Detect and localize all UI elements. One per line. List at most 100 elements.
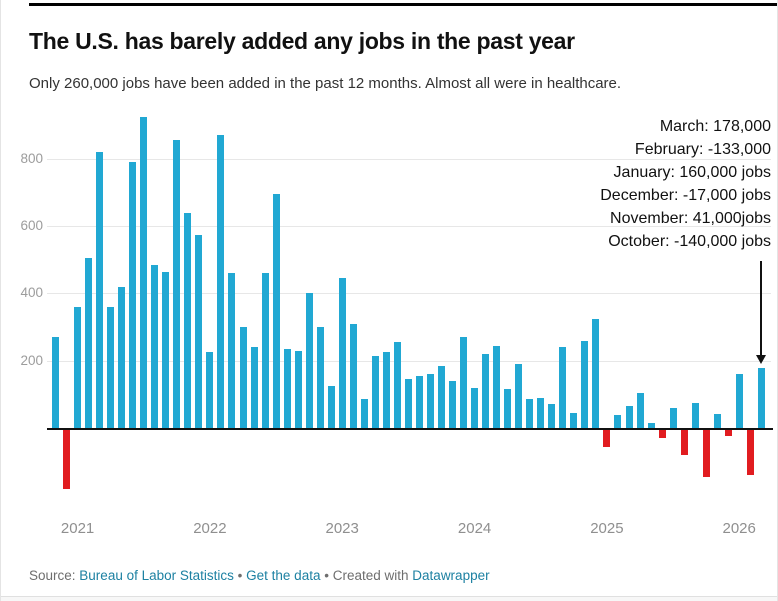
- bar-oct-2023: [438, 365, 445, 428]
- annotation-line-november: November: 41,000jobs: [610, 210, 771, 227]
- bar-jan-2021: [74, 306, 82, 428]
- bar-feb-2022: [217, 135, 225, 428]
- bar-aug-2022: [283, 348, 291, 428]
- bar-jul-2025: [669, 407, 677, 428]
- created-with-label: Created with: [332, 568, 409, 583]
- bar-feb-2023: [349, 323, 357, 428]
- bar-jun-2022: [261, 273, 269, 428]
- bar-oct-2021: [173, 140, 181, 428]
- bar-may-2023: [382, 352, 390, 428]
- bar-nov-2023: [449, 380, 456, 428]
- bar-nov-2022: [316, 327, 324, 429]
- bar-aug-2024: [548, 404, 556, 428]
- gridline-400: [47, 293, 771, 295]
- bar-jul-2023: [404, 379, 412, 428]
- bar-sep-2024: [559, 347, 567, 428]
- get-the-data-link[interactable]: Get the data: [246, 568, 321, 583]
- bar-dec-2024: [592, 318, 600, 428]
- bar-nov-2020: [52, 337, 59, 428]
- page-title: The U.S. has barely added any jobs in th…: [29, 28, 575, 55]
- x-axis-label-2026: 2026: [722, 520, 756, 537]
- annotation-line-october: October: -140,000 jobs: [608, 233, 771, 250]
- chart-annotation: March: 178,000 February: -133,000 Januar…: [600, 115, 771, 253]
- bar-feb-2024: [482, 354, 490, 428]
- bar-feb-2025: [614, 414, 622, 428]
- x-axis-label-2024: 2024: [457, 520, 492, 537]
- bar-may-2022: [250, 347, 258, 428]
- y-axis-label-800: 800: [20, 150, 43, 166]
- source-label: Source:: [29, 568, 76, 583]
- bar-nov-2025: [713, 414, 721, 428]
- bar-may-2024: [515, 364, 523, 428]
- bar-mar-2023: [360, 399, 368, 428]
- bar-jul-2021: [140, 116, 148, 428]
- x-axis-label-2023: 2023: [325, 520, 359, 537]
- y-axis-label-600: 600: [20, 218, 43, 234]
- annotation-line-february: February: -133,000: [634, 141, 771, 158]
- bar-sep-2023: [427, 374, 434, 428]
- bar-feb-2026: [746, 430, 754, 475]
- bar-apr-2024: [504, 389, 512, 428]
- arrow-down-icon: [760, 261, 762, 356]
- page-subtitle: Only 260,000 jobs have been added in the…: [29, 75, 622, 92]
- annotation-line-march: March: 178,000: [659, 118, 771, 135]
- bar-jun-2024: [526, 399, 534, 428]
- bar-dec-2020: [63, 430, 70, 489]
- gridline-600: [47, 226, 771, 228]
- x-axis-line: [47, 428, 773, 430]
- bar-feb-2021: [85, 258, 93, 428]
- bar-oct-2024: [570, 412, 578, 428]
- bar-aug-2021: [151, 264, 159, 428]
- datawrapper-link[interactable]: Datawrapper: [412, 568, 490, 583]
- bar-mar-2022: [228, 273, 236, 428]
- x-axis-label-2022: 2022: [193, 520, 227, 537]
- bar-nov-2024: [581, 340, 589, 428]
- bar-nov-2021: [184, 212, 192, 428]
- bar-jan-2026: [735, 374, 743, 428]
- bar-jan-2025: [603, 430, 611, 447]
- source-link[interactable]: Bureau of Labor Statistics: [79, 568, 234, 583]
- annotation-line-january: January: 160,000 jobs: [613, 164, 771, 181]
- gridline-800: [47, 158, 771, 160]
- bar-dec-2023: [460, 337, 467, 428]
- bar-mar-2025: [625, 406, 633, 428]
- y-axis-label-200: 200: [20, 352, 43, 368]
- gridline-200: [47, 360, 771, 362]
- bar-jul-2024: [537, 397, 545, 428]
- bar-sep-2025: [691, 402, 699, 428]
- bar-apr-2021: [107, 306, 115, 428]
- source-footer: Source: Bureau of Labor Statistics • Get…: [29, 568, 490, 583]
- bar-dec-2021: [195, 234, 203, 428]
- bar-oct-2025: [702, 430, 710, 478]
- bar-jun-2025: [658, 430, 666, 439]
- bar-jun-2021: [129, 162, 137, 428]
- bar-sep-2021: [162, 271, 170, 428]
- bar-jul-2022: [272, 194, 280, 428]
- bar-apr-2025: [636, 392, 644, 428]
- bar-jan-2022: [206, 352, 214, 428]
- bar-jan-2024: [471, 387, 479, 428]
- bar-aug-2023: [415, 375, 423, 428]
- bar-apr-2023: [371, 355, 379, 428]
- bar-dec-2025: [724, 430, 732, 436]
- bar-jan-2023: [338, 278, 346, 428]
- bottom-border: [1, 596, 777, 601]
- x-axis-label-2021: 2021: [60, 520, 95, 537]
- x-axis-label-2025: 2025: [590, 520, 624, 537]
- bar-oct-2022: [305, 293, 313, 428]
- bar-sep-2022: [294, 350, 302, 428]
- bar-aug-2025: [680, 430, 688, 456]
- bar-may-2021: [118, 286, 126, 428]
- bar-may-2025: [647, 423, 655, 428]
- y-axis-label-400: 400: [20, 285, 43, 301]
- bar-dec-2022: [327, 385, 335, 428]
- bar-mar-2024: [493, 345, 501, 428]
- arrow-down-head-icon: [756, 355, 766, 364]
- annotation-line-december: December: -17,000 jobs: [600, 187, 771, 204]
- bar-mar-2021: [96, 152, 104, 428]
- separator-dot: •: [324, 568, 329, 583]
- top-accent-rule: [29, 3, 777, 6]
- bar-jun-2023: [393, 342, 401, 428]
